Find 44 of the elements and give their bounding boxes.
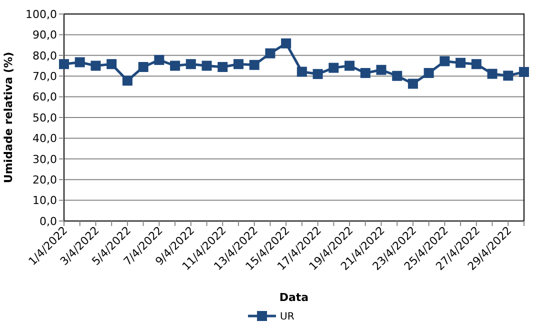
- legend-label: UR: [280, 312, 294, 322]
- point: [138, 62, 148, 72]
- point: [122, 76, 132, 86]
- y-tick-label: 90,0: [32, 28, 57, 42]
- y-tick-label: 60,0: [32, 90, 57, 104]
- point: [265, 48, 276, 58]
- y-tick-label: 30,0: [32, 152, 57, 166]
- point: [249, 60, 260, 70]
- point: [328, 62, 339, 73]
- point: [503, 70, 514, 81]
- point: [424, 68, 434, 78]
- point: [471, 59, 482, 70]
- point: [360, 68, 370, 78]
- point: [281, 38, 292, 48]
- point: [392, 70, 402, 81]
- point: [519, 66, 529, 77]
- y-axis-title: Umidade relativa (%): [2, 52, 15, 184]
- point: [90, 60, 101, 71]
- point: [202, 60, 212, 71]
- y-tick-label: 40,0: [32, 132, 57, 146]
- x-axis-title: Data: [279, 291, 309, 304]
- point: [376, 64, 386, 75]
- y-tick-label: 10,0: [32, 194, 57, 208]
- point: [344, 60, 355, 71]
- y-tick-label: 80,0: [32, 49, 57, 62]
- y-tick-label: 0,0: [40, 214, 57, 228]
- y-tick-label: 100,0: [26, 8, 57, 21]
- point: [186, 59, 196, 70]
- point: [408, 78, 418, 89]
- point: [74, 57, 85, 68]
- point: [154, 54, 164, 65]
- point: [59, 59, 69, 70]
- point: [233, 59, 244, 70]
- y-tick-label: 70,0: [32, 70, 57, 83]
- point: [440, 56, 450, 66]
- y-tick-label: 20,0: [32, 173, 57, 186]
- point: [487, 68, 498, 79]
- y-tick-label: 50,0: [32, 111, 57, 124]
- point: [456, 58, 466, 68]
- point: [170, 60, 180, 71]
- point: [218, 62, 228, 72]
- point: [312, 69, 323, 80]
- point: [106, 59, 117, 70]
- point: [296, 66, 307, 77]
